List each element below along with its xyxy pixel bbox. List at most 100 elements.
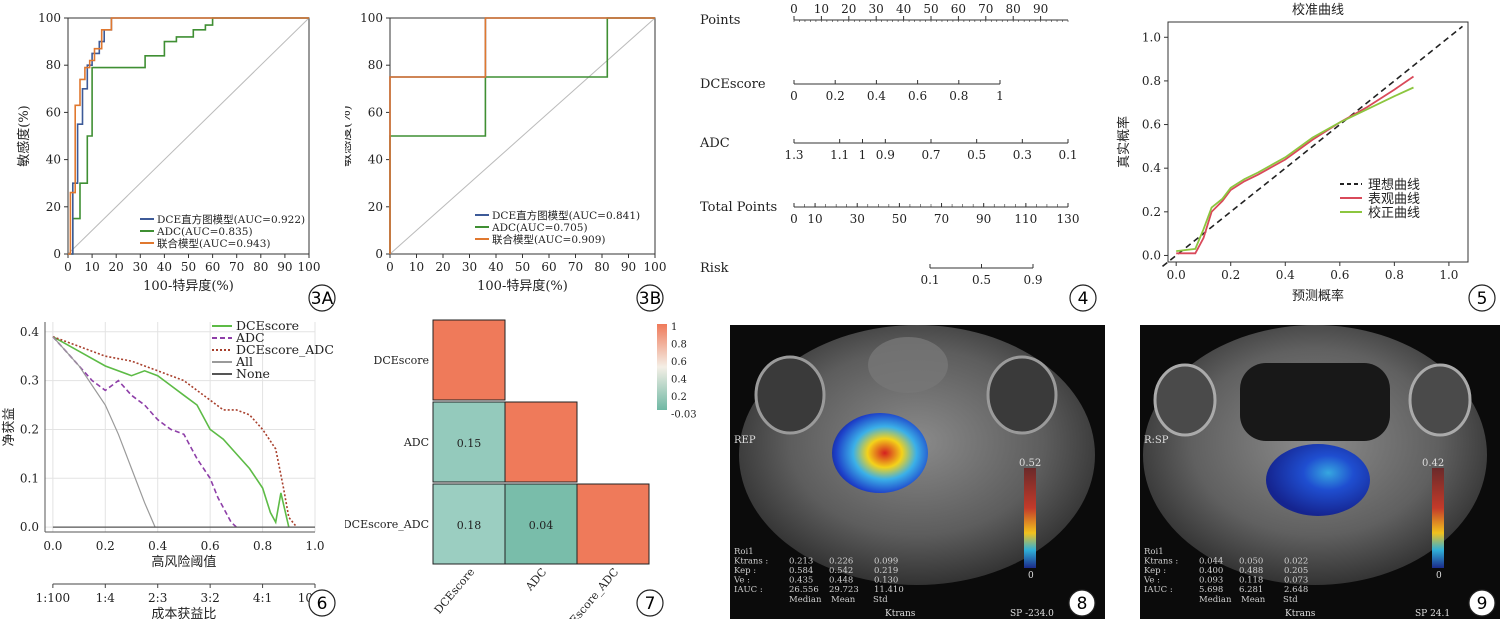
x-tick-label: 10: [84, 260, 99, 274]
x-tick-label: 0.6: [1330, 268, 1349, 282]
legend-label: DCEscore_ADC: [236, 342, 334, 357]
colorbar: [1024, 468, 1036, 568]
x-tick-label: 0.8: [253, 539, 272, 553]
stat-name: Kep :: [734, 566, 756, 576]
colorbar-tick-label: 0.8: [671, 340, 687, 351]
stat-median: 0.435: [789, 576, 813, 586]
footer-axis-label: Ktrans: [885, 609, 916, 619]
legend-label: ADC(AUC=0.835): [156, 226, 253, 238]
x-tick-label: 0.0: [43, 539, 62, 553]
heatmap-cell: [432, 319, 506, 401]
heatmap-row-label: DCEscore: [374, 354, 429, 367]
x-tick-label: 1.0: [305, 539, 324, 553]
colorbar-max: 0.42: [1422, 458, 1444, 469]
stat-median: 0.584: [789, 566, 813, 576]
x-tick-label: 40: [157, 260, 172, 274]
stat-column-header: Mean: [1241, 595, 1266, 605]
y-tick-label: 0.0: [20, 520, 39, 534]
stat-name: Ktrans :: [1144, 557, 1178, 567]
stat-median: 26.556: [789, 585, 819, 595]
colorbar-tick-label: 0.2: [671, 392, 687, 403]
x-tick-label: 20: [109, 260, 124, 274]
nomogram-label-dcescore: DCEscore: [700, 77, 766, 92]
nomogram-tick-label: 30: [850, 212, 865, 226]
nomogram-tick-label: 20: [841, 2, 856, 16]
y-tick-label: 40: [368, 153, 383, 167]
stat-std: 11.410: [874, 585, 904, 595]
colorbar: [1432, 468, 1444, 568]
svg-text:8: 8: [1077, 594, 1088, 614]
x-tick-label: 0.6: [201, 539, 220, 553]
nomogram-label-adc: ADC: [699, 136, 730, 151]
y-tick-label: 0.8: [1142, 74, 1161, 88]
x-axis-label: 100-特异度(%): [477, 278, 568, 294]
nomogram-tick-label: 1: [859, 148, 867, 162]
svg-text:7: 7: [645, 594, 656, 614]
series-line-校正曲线: [1176, 86, 1414, 252]
stat-name: Ve :: [733, 576, 750, 586]
stat-name: Roi1: [1144, 547, 1164, 557]
nomogram-tick-label: 0.5: [967, 148, 986, 162]
stat-median: 0.044: [1199, 557, 1223, 567]
series-line-DCEscore: [52, 336, 290, 528]
nomogram-tick-label: 0: [790, 2, 798, 16]
y-axis-label: 敏感度(%): [16, 105, 32, 167]
stat-median: 0.213: [789, 557, 813, 567]
x-tick-label: 40: [488, 260, 503, 274]
cost-benefit-tick-label: 2:3: [148, 591, 167, 605]
nomogram-tick-label: 40: [896, 2, 911, 16]
nomogram-tick-label: 0.9: [876, 148, 895, 162]
y-tick-label: 100: [360, 11, 383, 25]
nomogram-label-total-points: Total Points: [700, 200, 777, 215]
heatmap-col-label: DCEscore: [432, 566, 478, 617]
x-axis-label: 预测概率: [1292, 288, 1344, 304]
legend-label: 校正曲线: [1368, 205, 1420, 221]
series-line-联合模型(AUC=0.943): [68, 17, 309, 255]
legend-label: ADC: [235, 330, 265, 345]
nomogram-tick-label: 10: [807, 212, 822, 226]
y-axis-label: 敏感度(%): [345, 105, 354, 167]
left-femoral-head: [1153, 363, 1217, 437]
nomogram-tick-label: 30: [869, 2, 884, 16]
reference-diagonal: [67, 17, 310, 255]
x-tick-label: 80: [253, 260, 268, 274]
x-tick-label: 100: [644, 260, 667, 274]
nomogram-tick-label: 0.8: [949, 89, 968, 103]
series-line-理想曲线: [1162, 25, 1463, 268]
right-femoral-head: [1408, 363, 1472, 437]
nomogram-tick-label: 0.2: [826, 89, 845, 103]
correlation-heatmap: 0.150.18 0.04DCEscoreDCEscoreADCADCDCEsco…: [345, 319, 697, 619]
y-tick-label: 100: [38, 11, 61, 25]
stat-std: 0.073: [1284, 576, 1308, 586]
legend-label: DCEscore: [236, 318, 299, 333]
colorbar-tick-label: 0.6: [671, 357, 687, 368]
nomogram-tick-label: 0: [790, 212, 798, 226]
stat-median: 5.698: [1199, 585, 1223, 595]
roc-chart-3b: 0 10 20 30 40 50 60 70 80 90 100 0 20 40 60 80 100 100-特异…: [345, 11, 667, 312]
series-line-ADC: [52, 336, 237, 528]
x-tick-label: 0.4: [1276, 268, 1295, 282]
nomogram-tick-label: 0.1: [1058, 148, 1077, 162]
panel-badge-6: 6: [308, 589, 336, 617]
stat-std: 0.205: [1284, 566, 1308, 576]
svg-text:3A: 3A: [311, 289, 334, 309]
heatmap-cell-label: 0.18: [457, 519, 482, 532]
plot-frame: [1167, 21, 1469, 263]
nomogram-tick-label: 70: [978, 2, 993, 16]
legend-label: 理想曲线: [1368, 177, 1420, 193]
stat-mean: 29.723: [829, 585, 859, 595]
stat-mean: 0.488: [1239, 566, 1263, 576]
legend-label: All: [235, 354, 253, 369]
legend-label: 表观曲线: [1368, 192, 1420, 207]
x-tick-label: 0.2: [1221, 268, 1240, 282]
y-tick-label: 0: [375, 247, 383, 261]
series-line-DCEscore_ADC: [52, 335, 298, 528]
footer-axis-label: Ktrans: [1285, 609, 1316, 619]
x-axis-label: 100-特异度(%): [143, 278, 234, 294]
series-line-联合模型(AUC=0.909): [389, 17, 655, 254]
stat-mean: 0.050: [1239, 557, 1263, 567]
heatmap-col-label: DCEscore_ADC: [556, 566, 621, 619]
y-tick-label: 20: [46, 200, 61, 214]
